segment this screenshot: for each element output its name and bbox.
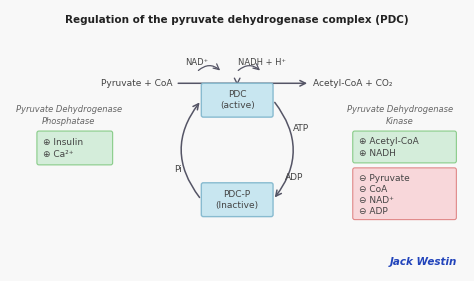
Text: ATP: ATP <box>293 124 309 133</box>
Text: Regulation of the pyruvate dehydrogenase complex (PDC): Regulation of the pyruvate dehydrogenase… <box>65 15 409 25</box>
FancyBboxPatch shape <box>37 131 113 165</box>
Text: Pyruvate Dehydrogenase
Phosphatase: Pyruvate Dehydrogenase Phosphatase <box>16 105 122 126</box>
Text: Pi: Pi <box>173 165 182 174</box>
Text: NAD⁺: NAD⁺ <box>185 58 208 67</box>
Text: Acetyl-CoA + CO₂: Acetyl-CoA + CO₂ <box>313 79 392 88</box>
Text: ⊖ NAD⁺: ⊖ NAD⁺ <box>359 196 393 205</box>
Text: ⊕ Ca²⁺: ⊕ Ca²⁺ <box>43 150 73 159</box>
Text: ⊖ CoA: ⊖ CoA <box>359 185 387 194</box>
FancyBboxPatch shape <box>201 183 273 217</box>
FancyBboxPatch shape <box>353 131 456 163</box>
FancyBboxPatch shape <box>353 168 456 220</box>
Text: ⊖ ADP: ⊖ ADP <box>359 207 387 216</box>
Text: ⊕ Acetyl-CoA: ⊕ Acetyl-CoA <box>359 137 419 146</box>
FancyBboxPatch shape <box>201 83 273 117</box>
Text: ⊖ Pyruvate: ⊖ Pyruvate <box>359 174 410 183</box>
Text: Pyruvate + CoA: Pyruvate + CoA <box>101 79 173 88</box>
Text: PDC
(active): PDC (active) <box>220 90 255 110</box>
Text: NADH + H⁺: NADH + H⁺ <box>238 58 286 67</box>
Text: Jack Westin: Jack Westin <box>390 257 457 267</box>
Text: ADP: ADP <box>285 173 303 182</box>
Text: ⊕ Insulin: ⊕ Insulin <box>43 139 83 148</box>
Text: ⊕ NADH: ⊕ NADH <box>359 149 396 158</box>
Text: PDC-P
(Inactive): PDC-P (Inactive) <box>216 190 259 210</box>
Text: Pyruvate Dehydrogenase
Kinase: Pyruvate Dehydrogenase Kinase <box>346 105 453 126</box>
